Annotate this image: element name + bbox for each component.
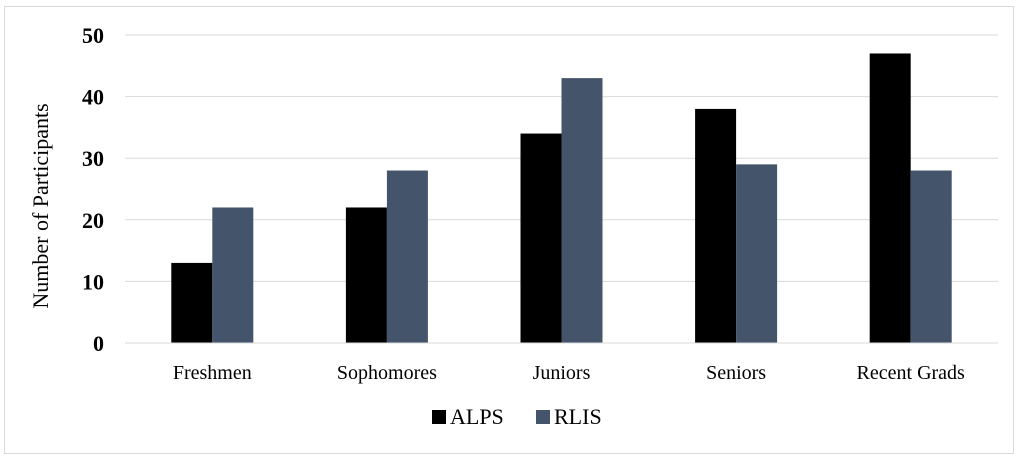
bar-rlis-juniors (561, 78, 603, 344)
y-axis-label: Number of Participants (28, 103, 53, 308)
legend-label-rlis: RLIS (554, 404, 602, 429)
x-category-label: Juniors (533, 362, 591, 384)
bar-alps-juniors (520, 133, 562, 343)
bar-rlis-seniors (736, 164, 778, 343)
y-tick-label: 30 (82, 146, 104, 171)
y-tick-label: 20 (82, 208, 104, 233)
x-category-label: Seniors (706, 362, 766, 384)
bar-alps-sophomores (345, 207, 387, 343)
bar-alps-seniors (695, 108, 737, 343)
legend-swatch-alps (432, 410, 446, 424)
bar-alps-recent-grads (869, 53, 911, 343)
legend-swatch-rlis (536, 410, 550, 424)
bar-rlis-freshmen (212, 207, 254, 343)
x-category-label: Sophomores (337, 362, 437, 384)
x-axis-categories: Freshmen Sophomores Juniors Seniors Recent G… (173, 362, 965, 384)
y-tick-label: 50 (82, 23, 104, 48)
y-tick-label: 10 (82, 269, 104, 294)
bars (171, 53, 952, 344)
bar-rlis-sophomores (386, 170, 428, 343)
legend-label-alps: ALPS (450, 404, 504, 429)
chart-frame (4, 6, 1014, 454)
x-category-label: Recent Grads (857, 362, 966, 384)
x-category-label: Freshmen (173, 362, 252, 384)
y-axis-ticks: 0 10 20 30 40 50 (82, 23, 104, 356)
bar-rlis-recent-grads (910, 170, 952, 343)
y-tick-label: 0 (93, 331, 104, 356)
y-tick-label: 40 (82, 85, 104, 110)
bar-alps-freshmen (171, 262, 213, 343)
legend: ALPS RLIS (432, 404, 602, 429)
